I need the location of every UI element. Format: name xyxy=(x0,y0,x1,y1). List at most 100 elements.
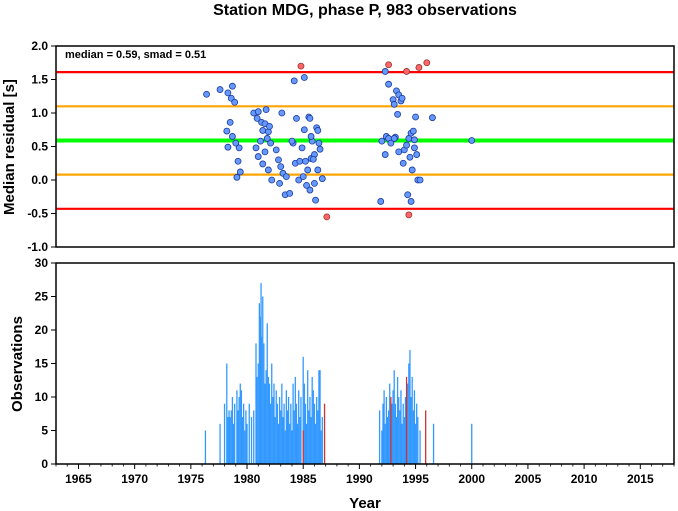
observations-panel: 0 5 10 15 20 25 30 1965 1970 1975 1980 1985 1990 199… xyxy=(9,256,675,511)
residual-point xyxy=(290,77,298,85)
outlier-point xyxy=(385,61,392,69)
outlier-point xyxy=(415,64,423,71)
residual-point xyxy=(316,145,324,153)
residual-point xyxy=(226,118,234,126)
residual-point xyxy=(223,127,231,135)
y-tick-label: 25 xyxy=(35,290,49,304)
residual-point xyxy=(395,148,403,156)
residual-point xyxy=(312,196,319,204)
residual-point xyxy=(299,173,307,181)
residual-point xyxy=(278,109,286,117)
residual-point xyxy=(288,137,296,145)
residual-point xyxy=(314,127,322,134)
outlier-point xyxy=(423,59,431,67)
residual-point xyxy=(399,159,407,167)
residual-point xyxy=(257,137,264,145)
residual-point xyxy=(398,94,406,102)
x-tick-label: 1965 xyxy=(65,472,92,486)
x-tick-label: 1985 xyxy=(290,472,317,486)
residual-point xyxy=(232,139,240,147)
residual-point xyxy=(282,173,290,181)
observations-y-ticks: 0 5 10 15 20 25 30 xyxy=(35,256,56,471)
residual-point xyxy=(300,126,308,134)
residual-point xyxy=(302,157,309,165)
residual-point xyxy=(276,179,284,187)
residual-point xyxy=(416,176,424,184)
residual-point xyxy=(411,136,418,144)
residual-plot-frame xyxy=(55,45,675,248)
observation-bars xyxy=(204,283,473,464)
residual-point xyxy=(261,148,269,156)
y-tick-label: 0 xyxy=(41,457,48,471)
residual-point xyxy=(224,89,232,97)
y-tick-label: 1.0 xyxy=(31,106,48,120)
stats-annotation: median = 0.59, smad = 0.51 xyxy=(65,49,206,61)
residual-point xyxy=(272,146,280,154)
outlier-point xyxy=(403,68,410,75)
residual-point xyxy=(413,151,421,158)
chart-title: Station MDG, phase P, 983 observations xyxy=(213,2,517,19)
residual-point xyxy=(259,160,267,168)
residual-point xyxy=(394,110,401,118)
residual-y-axis-title: Median residual [s] xyxy=(1,79,18,215)
y-tick-label: -1.0 xyxy=(27,240,48,254)
residual-point xyxy=(275,156,282,164)
y-tick-label: 10 xyxy=(35,390,49,404)
residual-point xyxy=(311,179,318,187)
residual-point xyxy=(264,128,272,136)
residual-reference-lines xyxy=(56,71,674,210)
x-tick-label: 2005 xyxy=(515,472,542,486)
residual-point xyxy=(253,114,261,122)
residual-point xyxy=(411,144,418,152)
y-tick-label: 1.5 xyxy=(31,73,48,87)
residual-point xyxy=(216,86,224,93)
x-tick-label: 2015 xyxy=(627,472,654,486)
residual-point xyxy=(236,168,244,176)
residual-panel: median = 0.59, smad = 0.51 -1.0 -0.5 0.0 0.… xyxy=(1,39,675,254)
residual-point xyxy=(262,106,270,114)
residual-point xyxy=(286,189,294,197)
residual-point xyxy=(296,157,304,165)
residual-point xyxy=(300,74,308,81)
residual-point xyxy=(304,166,312,174)
x-tick-label: 1980 xyxy=(234,472,261,486)
residual-point xyxy=(252,144,260,152)
residual-point xyxy=(229,82,236,90)
residual-point xyxy=(315,139,323,147)
residual-point xyxy=(306,114,314,122)
observations-y-axis-title: Observations xyxy=(9,316,26,412)
residual-outliers xyxy=(297,59,431,221)
residual-point xyxy=(235,144,243,152)
residual-point xyxy=(231,98,239,106)
y-tick-label: 2.0 xyxy=(31,39,48,53)
x-tick-label: 1990 xyxy=(346,472,373,486)
residual-point xyxy=(403,141,410,149)
residual-point xyxy=(385,80,392,88)
residual-point xyxy=(406,153,414,161)
outlier-point xyxy=(405,211,413,219)
residual-point xyxy=(306,186,314,194)
y-tick-label: -0.5 xyxy=(27,207,48,221)
residual-points xyxy=(203,68,476,205)
residual-point xyxy=(307,133,315,140)
residual-point xyxy=(234,157,242,165)
x-axis-title: Year xyxy=(349,495,381,511)
residual-point xyxy=(377,198,385,205)
residual-point xyxy=(409,127,417,135)
y-tick-label: 20 xyxy=(35,323,49,337)
residual-point xyxy=(381,68,389,75)
residual-point xyxy=(224,143,232,151)
residual-point xyxy=(254,153,262,160)
residual-point xyxy=(309,155,317,163)
residual-point xyxy=(266,123,273,130)
residual-point xyxy=(412,113,419,121)
residual-point xyxy=(263,135,271,142)
residual-point xyxy=(408,166,416,174)
residual-point xyxy=(293,114,300,122)
observations-plot-frame xyxy=(55,262,675,465)
y-tick-label: 0.5 xyxy=(31,140,48,154)
residual-point xyxy=(390,135,398,142)
residual-point xyxy=(407,198,415,205)
x-tick-label: 1975 xyxy=(177,472,204,486)
residual-point xyxy=(259,127,267,134)
